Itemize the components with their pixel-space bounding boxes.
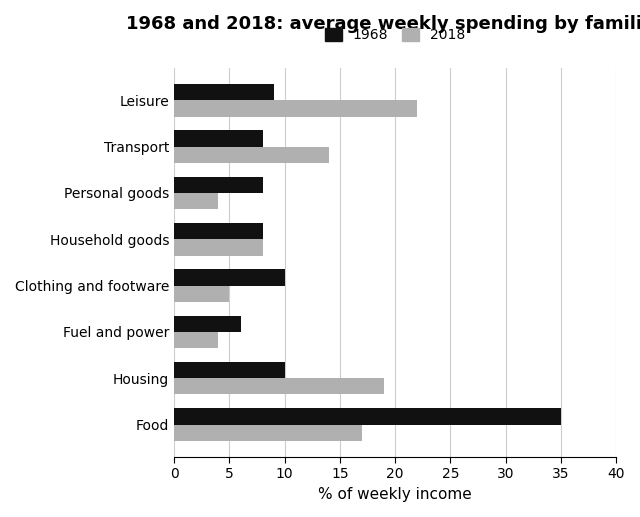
Bar	[174, 362, 285, 378]
Bar	[174, 193, 218, 209]
Title: 1968 and 2018: average weekly spending by families: 1968 and 2018: average weekly spending b…	[126, 15, 640, 33]
Bar	[174, 378, 384, 394]
Bar	[174, 269, 285, 285]
Bar	[174, 100, 417, 116]
Bar	[174, 223, 262, 239]
Bar	[174, 130, 262, 147]
Bar	[174, 285, 230, 302]
Bar	[174, 177, 262, 193]
Bar	[174, 408, 561, 424]
Bar	[174, 332, 218, 348]
Bar	[174, 239, 262, 255]
Bar	[174, 147, 329, 163]
Bar	[174, 424, 362, 441]
Bar	[174, 316, 241, 332]
Bar	[174, 84, 274, 100]
Legend: 1968, 2018: 1968, 2018	[321, 24, 470, 47]
X-axis label: % of weekly income: % of weekly income	[318, 487, 472, 502]
